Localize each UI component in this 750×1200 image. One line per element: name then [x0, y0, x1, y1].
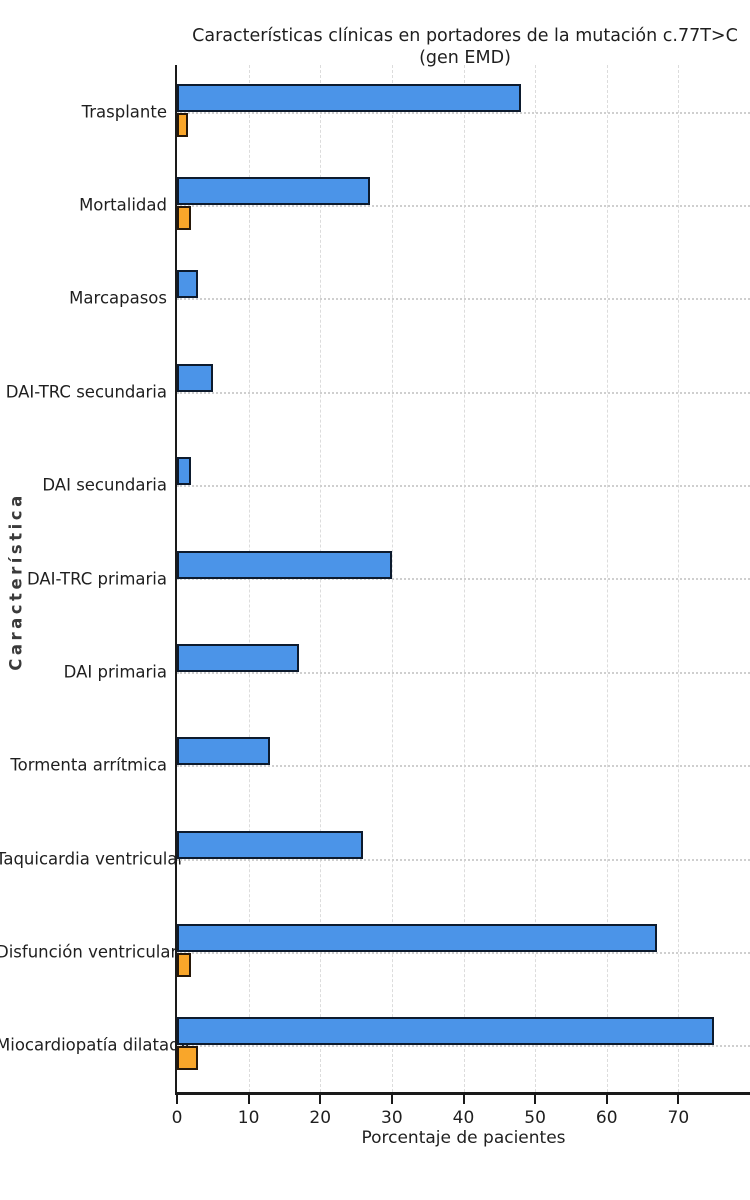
x-tick-50 [534, 1095, 537, 1104]
x-tick-label-60: 60 [595, 1108, 618, 1128]
x-axis-ticks: 0 10 20 30 40 50 60 70 [172, 1092, 750, 1152]
bar-row [177, 158, 750, 251]
x-tick-0 [176, 1095, 178, 1104]
bar-hombres [177, 177, 371, 206]
x-tick-label-40: 40 [452, 1108, 475, 1128]
x-tick-label-50: 50 [524, 1108, 546, 1128]
gridline-y [177, 391, 750, 394]
gridline-y [177, 765, 750, 768]
gridline-y [177, 671, 750, 674]
gridline-y [177, 578, 750, 581]
bar-hombres [177, 737, 271, 766]
x-tick-label-70: 70 [667, 1108, 690, 1128]
x-tick-label-0: 0 [171, 1108, 183, 1128]
gridline-y [177, 298, 750, 301]
x-tick-60 [605, 1095, 608, 1104]
bar-row [177, 438, 750, 531]
category-label: Disfunción ventricular [0, 942, 178, 962]
category-label: Mortalidad [79, 195, 167, 215]
category-label: DAI secundaria [42, 475, 167, 495]
bar-hombres [177, 83, 521, 112]
bar-row [177, 252, 750, 345]
x-tick-10 [247, 1095, 250, 1104]
bar-row [177, 625, 750, 718]
category-label: DAI-TRC primaria [26, 569, 167, 588]
bar-row [177, 999, 750, 1092]
x-tick-label-10: 10 [237, 1108, 260, 1128]
x-tick-40 [462, 1095, 465, 1104]
bar-row [177, 65, 750, 158]
bar-row [177, 532, 750, 625]
bar-hombres [177, 1017, 715, 1046]
category-label: Trasplante [81, 102, 167, 122]
category-label: Tormenta arrítmica [10, 755, 167, 775]
bar-hombres [177, 830, 364, 859]
category-label: DAI primaria [63, 662, 167, 682]
bar-row [177, 905, 750, 998]
bar-mujeres [177, 952, 192, 977]
gridline-y [177, 858, 750, 861]
gridline-y [177, 111, 750, 114]
bar-mujeres [177, 112, 188, 137]
category-label: Marcapasos [69, 288, 167, 308]
bar-hombres [177, 363, 213, 392]
bar-hombres [177, 550, 392, 579]
x-tick-30 [390, 1095, 393, 1104]
bar-row [177, 812, 750, 905]
bar-mujeres [177, 206, 192, 231]
x-axis-spine [175, 1092, 750, 1095]
plot-area: Sexo Hombres Mujeres [175, 65, 750, 1095]
gridline-y [177, 485, 750, 488]
gridline-y [177, 951, 750, 954]
bar-row [177, 345, 750, 438]
x-tick-20 [319, 1095, 322, 1104]
y-axis-spine [175, 65, 177, 1092]
category-label: DAI-TRC secundaria [5, 382, 167, 402]
category-label: Miocardiopatía dilatada [0, 1035, 190, 1055]
category-label: Taquicardia ventricular [0, 849, 185, 869]
gridline-y [177, 205, 750, 208]
bar-hombres [177, 643, 299, 672]
gridline-y [177, 1045, 750, 1048]
x-tick-label-20: 20 [309, 1108, 332, 1128]
x-tick-70 [677, 1095, 680, 1104]
bar-hombres [177, 457, 192, 486]
x-axis-label: Porcentaje de pacientes [361, 1128, 566, 1148]
bar-hombres [177, 923, 657, 952]
bar-mujeres [177, 1046, 199, 1071]
chart-title: Características clínicas en portadores d… [192, 26, 738, 68]
x-tick-label-30: 30 [381, 1108, 403, 1128]
bar-hombres [177, 270, 199, 299]
bar-row [177, 719, 750, 812]
category-axis-labels: Trasplante Mortalidad Marcapasos DAI-TRC se… [0, 65, 190, 1092]
